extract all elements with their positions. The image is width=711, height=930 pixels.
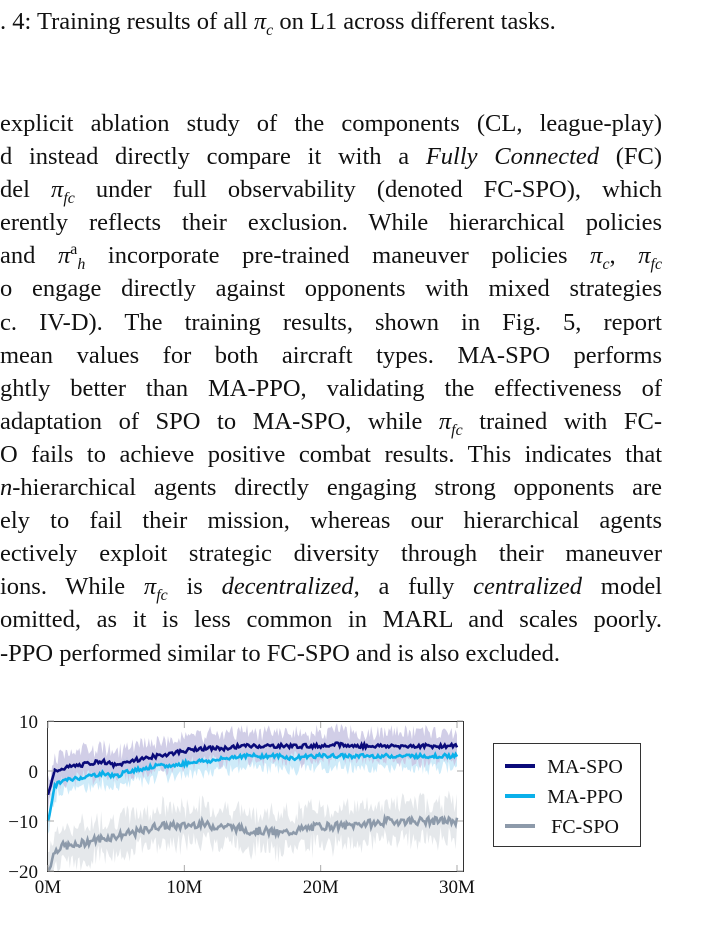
- paragraph-line: and πah incorporate pre-trained maneuver…: [0, 241, 663, 274]
- paragraph-line: del πfc under full observability (denote…: [0, 176, 662, 208]
- figure-caption: . 4: Training results of all πc on L1 ac…: [0, 8, 711, 39]
- paragraph-line: O fails to achieve positive combat resul…: [0, 440, 662, 468]
- y-tick-label: −20: [8, 862, 38, 883]
- paragraph-line: erently reflects their exclusion. While …: [0, 209, 662, 237]
- paragraph-line: n-hierarchical agents directly engaging …: [0, 474, 662, 502]
- paragraph-line: ghtly better than MA-PPO, validating the…: [0, 374, 662, 402]
- paragraph-line: d instead directly compare it with a Ful…: [0, 143, 662, 171]
- caption-prefix: . 4: Training results of all: [0, 8, 254, 35]
- caption-suffix: on L1 across different tasks.: [273, 8, 556, 35]
- training-results-chart: 0M 10M 20M 30M 10 0 −10 −20 MA-SPO MA-PPO FC-SPO: [0, 700, 711, 925]
- caption-symbol: π: [253, 8, 267, 35]
- y-axis: 10 0 −10 −20: [8, 712, 463, 883]
- line-fc-spo: [46, 813, 459, 872]
- x-tick-label: 10M: [166, 877, 202, 898]
- y-tick-label: 10: [19, 712, 38, 733]
- body-paragraph: explicit ablation study of the component…: [0, 107, 662, 670]
- paragraph-line: adaptation of SPO to MA-SPO, while πfc t…: [0, 407, 662, 439]
- line-ma-spo: [46, 740, 459, 796]
- plot-frame: [47, 721, 464, 872]
- paragraph-line: c. IV-D). The training results, shown in…: [0, 308, 662, 336]
- x-tick-label: 20M: [303, 877, 339, 898]
- legend-label: MA-PPO: [547, 786, 623, 808]
- paragraph-line: mean values for both aircraft types. MA-…: [0, 341, 662, 369]
- paragraph-line: -PPO performed similar to FC-SPO and is …: [0, 639, 561, 667]
- legend-label: FC-SPO: [551, 816, 619, 838]
- paragraph-line: ions. While πfc is decentralized, a full…: [0, 573, 662, 605]
- legend: MA-SPO MA-PPO FC-SPO: [493, 743, 641, 847]
- paragraph-line: omitted, as it is less common in MARL an…: [0, 606, 662, 634]
- paragraph-line: ectively exploit strategic diversity thr…: [0, 540, 662, 568]
- series-lines: [46, 740, 459, 872]
- x-axis: 0M 10M 20M 30M: [35, 722, 475, 898]
- paragraph-line: ely to fail their mission, whereas our h…: [0, 507, 662, 535]
- band-fc-spo: [48, 790, 457, 871]
- y-tick-label: 0: [29, 762, 39, 783]
- line-ma-ppo: [46, 751, 459, 822]
- y-tick-label: −10: [8, 812, 38, 833]
- x-tick-label: 30M: [439, 877, 475, 898]
- legend-label: MA-SPO: [547, 756, 623, 778]
- x-tick-label: 0M: [35, 877, 62, 898]
- caption-symbol-sub: c: [266, 21, 274, 39]
- paragraph-line: explicit ablation study of the component…: [0, 110, 662, 137]
- paragraph-line: o engage directly against opponents with…: [0, 275, 662, 303]
